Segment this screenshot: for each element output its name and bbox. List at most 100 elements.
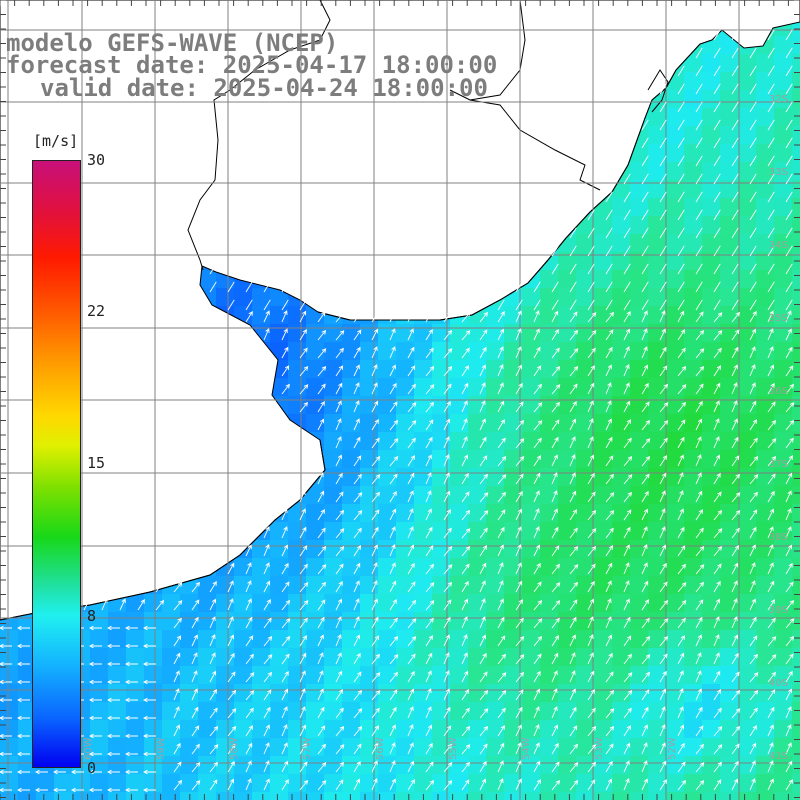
- wind-arrow: [281, 779, 289, 791]
- wind-arrow: [371, 635, 380, 647]
- wind-arrow: [173, 761, 182, 773]
- wind-arrow: [191, 780, 201, 791]
- wind-arrow: [569, 472, 576, 485]
- wind-arrow: [659, 173, 667, 185]
- wind-arrow: [227, 689, 237, 701]
- wind-arrow: [785, 191, 793, 203]
- wind-arrow: [785, 526, 792, 539]
- wind-arrow: [731, 65, 739, 77]
- wind-arrow: [623, 419, 632, 431]
- wind-arrow: [623, 635, 632, 647]
- wind-arrow: [371, 707, 380, 719]
- wind-arrow: [569, 227, 577, 239]
- wind-arrow: [155, 599, 165, 611]
- wind-arrow: [731, 245, 739, 257]
- wind-arrow: [785, 346, 793, 359]
- wind-arrow: [641, 173, 649, 185]
- wind-arrow: [353, 364, 360, 377]
- wind-arrow: [731, 227, 739, 239]
- wind-arrow: [785, 706, 792, 719]
- wind-arrow: [641, 689, 650, 701]
- wind-arrow: [551, 384, 561, 395]
- wind-arrow: [425, 401, 434, 413]
- wind-arrow: [767, 508, 774, 521]
- wind-arrow: [749, 725, 757, 737]
- wind-arrow: [263, 654, 273, 665]
- wind-arrow: [551, 742, 559, 755]
- wind-arrow: [89, 769, 102, 775]
- wind-arrow: [461, 761, 470, 773]
- wind-arrow: [551, 472, 558, 485]
- wind-arrow: [569, 383, 578, 395]
- wind-arrow: [551, 761, 560, 773]
- wind-arrow: [317, 688, 324, 701]
- wind-arrow: [713, 707, 722, 719]
- wind-arrow: [0, 751, 12, 757]
- wind-arrow: [605, 562, 613, 575]
- wind-arrow: [515, 364, 522, 377]
- wind-arrow: [515, 346, 522, 359]
- wind-arrow: [407, 581, 416, 593]
- wind-arrow: [551, 401, 560, 413]
- wind-arrow: [677, 635, 686, 647]
- wind-arrow: [767, 83, 775, 95]
- wind-arrow: [731, 418, 738, 431]
- wind-arrow: [623, 382, 630, 395]
- wind-arrow: [731, 364, 738, 377]
- wind-arrow: [695, 743, 704, 755]
- wind-arrow: [353, 545, 362, 557]
- wind-arrow: [407, 635, 417, 647]
- wind-arrow: [749, 455, 759, 467]
- wind-arrow: [389, 599, 397, 611]
- wind-arrow: [281, 544, 288, 557]
- wind-arrow: [335, 779, 344, 791]
- longitude-label: 58W: [229, 737, 240, 760]
- latitude-label: 38S: [769, 532, 788, 543]
- wind-arrow: [353, 580, 360, 593]
- wind-arrow: [515, 599, 524, 611]
- wind-arrow: [173, 652, 181, 665]
- wind-arrow: [335, 491, 344, 503]
- wind-arrow: [461, 400, 468, 413]
- wind-arrow: [263, 724, 270, 737]
- wind-arrow: [245, 653, 254, 665]
- wind-arrow: [515, 281, 523, 293]
- wind-arrow: [749, 635, 758, 647]
- wind-arrow: [659, 263, 667, 275]
- wind-arrow: [143, 661, 156, 667]
- wind-arrow: [515, 508, 523, 521]
- wind-arrow: [605, 527, 614, 539]
- wind-arrow: [677, 155, 685, 167]
- wind-arrow: [281, 562, 289, 575]
- wind-arrow: [785, 65, 793, 77]
- wind-arrow: [389, 364, 396, 377]
- wind-arrow: [749, 209, 757, 221]
- wind-arrow: [641, 419, 651, 431]
- wind-arrow: [407, 724, 414, 737]
- wind-arrow: [299, 328, 307, 341]
- wind-arrow: [191, 634, 198, 647]
- wind-arrow: [389, 635, 399, 647]
- wind-arrow: [479, 725, 489, 737]
- wind-arrow: [281, 581, 290, 593]
- wind-arrow: [623, 245, 631, 257]
- wind-arrow: [677, 688, 684, 701]
- wind-arrow: [731, 455, 740, 467]
- wind-arrow: [317, 365, 327, 377]
- wind-arrow: [425, 508, 432, 521]
- wind-arrow: [461, 382, 469, 395]
- wind-arrow: [551, 617, 560, 629]
- latitude-label: 33S: [769, 167, 788, 178]
- wind-arrow: [623, 299, 631, 311]
- wind-arrow: [731, 400, 738, 413]
- wind-arrow: [713, 191, 721, 203]
- wind-arrow: [569, 365, 579, 377]
- wind-arrow: [695, 245, 703, 257]
- wind-arrow: [767, 101, 775, 113]
- wind-arrow: [605, 616, 612, 629]
- wind-arrow: [245, 281, 253, 293]
- wind-arrow: [245, 562, 252, 575]
- wind-arrow: [389, 689, 398, 701]
- wind-arrow: [191, 599, 200, 611]
